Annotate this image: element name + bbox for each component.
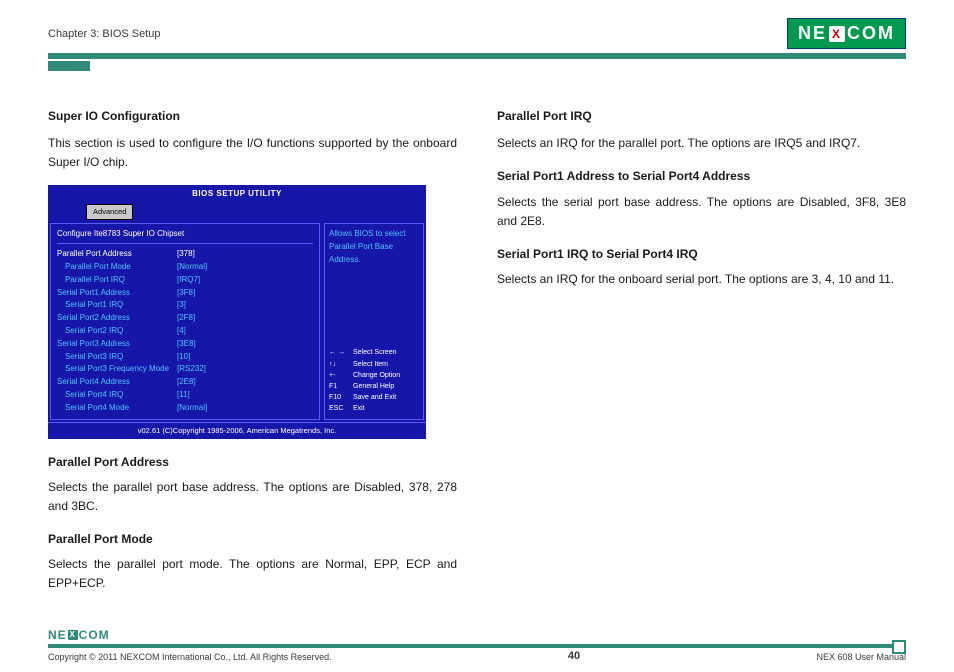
bios-key-line: ↑↓Select Item	[329, 359, 419, 370]
bios-setting-row[interactable]: Parallel Port Mode[Normal]	[57, 261, 313, 274]
bios-section-title: Configure Ite8783 Super IO Chipset	[57, 228, 313, 244]
bios-setting-key: Parallel Port Mode	[57, 261, 177, 274]
bios-help-pane: Allows BIOS to select Parallel Port Base…	[324, 223, 424, 419]
bios-key: F1	[329, 381, 353, 392]
bios-setting-value: [10]	[177, 351, 190, 364]
brand-logo: NE X COM	[787, 18, 906, 49]
footer-rule	[48, 644, 906, 648]
bios-setting-row[interactable]: Serial Port1 IRQ[3]	[57, 299, 313, 312]
bios-key: ESC	[329, 403, 353, 414]
copyright: Copyright © 2011 NEXCOM International Co…	[48, 652, 332, 662]
body-text: Selects the serial port base address. Th…	[497, 193, 906, 231]
brand-post: COM	[847, 23, 895, 44]
header-tab-decoration	[48, 61, 90, 71]
brand-x-icon: X	[829, 26, 845, 42]
bios-key-line: ESCExit	[329, 403, 419, 414]
bios-key-line: F1General Help	[329, 381, 419, 392]
section-intro: This section is used to configure the I/…	[48, 134, 457, 172]
bios-setting-value: [2F8]	[177, 312, 195, 325]
bios-setting-row[interactable]: Serial Port3 IRQ[10]	[57, 351, 313, 364]
bios-tabs: Advanced	[48, 203, 426, 221]
bios-setting-value: [IRQ7]	[177, 274, 200, 287]
footer-logo: NE X COM	[48, 628, 110, 642]
bios-setting-key: Serial Port2 Address	[57, 312, 177, 325]
bios-setting-key: Serial Port3 IRQ	[57, 351, 177, 364]
bios-setting-key: Serial Port1 IRQ	[57, 299, 177, 312]
bios-setting-value: [3E8]	[177, 338, 196, 351]
bios-setting-value: [3F8]	[177, 287, 195, 300]
bios-setting-key: Serial Port2 IRQ	[57, 325, 177, 338]
bios-key-line: ← →Select Screen	[329, 347, 419, 358]
subheading: Parallel Port Address	[48, 453, 457, 472]
body-text: Selects an IRQ for the parallel port. Th…	[497, 134, 906, 153]
bios-setting-row[interactable]: Serial Port3 Address[3E8]	[57, 338, 313, 351]
bios-key-desc: General Help	[353, 381, 394, 392]
bios-key-desc: Select Item	[353, 359, 388, 370]
bios-tab-advanced[interactable]: Advanced	[86, 204, 133, 220]
subheading: Serial Port1 Address to Serial Port4 Add…	[497, 167, 906, 186]
bios-setting-row[interactable]: Serial Port4 Mode[Normal]	[57, 402, 313, 415]
bios-setting-value: [2E8]	[177, 376, 196, 389]
bios-footer: v02.61 (C)Copyright 1985-2006, American …	[48, 422, 426, 439]
bios-setting-key: Serial Port4 IRQ	[57, 389, 177, 402]
bios-title: BIOS SETUP UTILITY	[48, 185, 426, 204]
bios-settings-pane: Configure Ite8783 Super IO Chipset Paral…	[50, 223, 320, 419]
bios-key-desc: Select Screen	[353, 347, 397, 358]
bios-setting-row[interactable]: Serial Port4 IRQ[11]	[57, 389, 313, 402]
page-number: 40	[568, 650, 580, 662]
body-text: Selects the parallel port base address. …	[48, 478, 457, 516]
bios-setting-row[interactable]: Parallel Port Address[378]	[57, 248, 313, 261]
bios-key-desc: Exit	[353, 403, 365, 414]
bios-setting-row[interactable]: Serial Port2 IRQ[4]	[57, 325, 313, 338]
bios-setting-key: Parallel Port Address	[57, 248, 177, 261]
bios-key-line: +-Change Option	[329, 370, 419, 381]
bios-setting-key: Serial Port4 Address	[57, 376, 177, 389]
brand-pre: NE	[48, 628, 67, 642]
body-text: Selects an IRQ for the onboard serial po…	[497, 270, 906, 289]
subheading: Serial Port1 IRQ to Serial Port4 IRQ	[497, 245, 906, 264]
bios-setting-row[interactable]: Serial Port1 Address[3F8]	[57, 287, 313, 300]
bios-setting-value: [RS232]	[177, 363, 206, 376]
section-heading: Super IO Configuration	[48, 107, 457, 126]
bios-setting-value: [11]	[177, 389, 190, 402]
bios-setting-value: [Normal]	[177, 402, 207, 415]
bios-setting-row[interactable]: Parallel Port IRQ[IRQ7]	[57, 274, 313, 287]
bios-setting-value: [378]	[177, 248, 195, 261]
bios-setting-value: [4]	[177, 325, 186, 338]
brand-post: COM	[79, 628, 110, 642]
brand-pre: NE	[798, 23, 827, 44]
bios-setting-value: [Normal]	[177, 261, 207, 274]
bios-key-desc: Change Option	[353, 370, 400, 381]
bios-setting-value: [3]	[177, 299, 186, 312]
brand-x-icon: X	[68, 630, 78, 640]
bios-key: ← →	[329, 347, 353, 358]
bios-setting-row[interactable]: Serial Port3 Frequency Mode[RS232]	[57, 363, 313, 376]
bios-key-line: F10Save and Exit	[329, 392, 419, 403]
bios-help-text: Allows BIOS to select Parallel Port Base…	[329, 228, 419, 266]
body-text: Selects the parallel port mode. The opti…	[48, 555, 457, 593]
bios-key: ↑↓	[329, 359, 353, 370]
bios-setting-row[interactable]: Serial Port4 Address[2E8]	[57, 376, 313, 389]
right-column: Parallel Port IRQ Selects an IRQ for the…	[497, 107, 906, 604]
bios-setting-key: Serial Port1 Address	[57, 287, 177, 300]
bios-setting-key: Serial Port3 Frequency Mode	[57, 363, 177, 376]
chapter-title: Chapter 3: BIOS Setup	[48, 28, 161, 40]
bios-panel: BIOS SETUP UTILITY Advanced Configure It…	[48, 185, 426, 439]
bios-setting-key: Parallel Port IRQ	[57, 274, 177, 287]
subheading: Parallel Port Mode	[48, 530, 457, 549]
header-rule	[48, 53, 906, 59]
bios-setting-key: Serial Port3 Address	[57, 338, 177, 351]
bios-key-desc: Save and Exit	[353, 392, 396, 403]
left-column: Super IO Configuration This section is u…	[48, 107, 457, 604]
bios-setting-key: Serial Port4 Mode	[57, 402, 177, 415]
bios-tab-spacer	[48, 203, 85, 221]
bios-main: Configure Ite8783 Super IO Chipset Paral…	[48, 221, 426, 421]
bios-setting-row[interactable]: Serial Port2 Address[2F8]	[57, 312, 313, 325]
bios-key-legend: ← →Select Screen↑↓Select Item+-Change Op…	[329, 347, 419, 414]
bios-key: F10	[329, 392, 353, 403]
page-footer: NE X COM Copyright © 2011 NEXCOM Interna…	[48, 626, 906, 662]
bios-key: +-	[329, 370, 353, 381]
section-heading: Parallel Port IRQ	[497, 107, 906, 126]
